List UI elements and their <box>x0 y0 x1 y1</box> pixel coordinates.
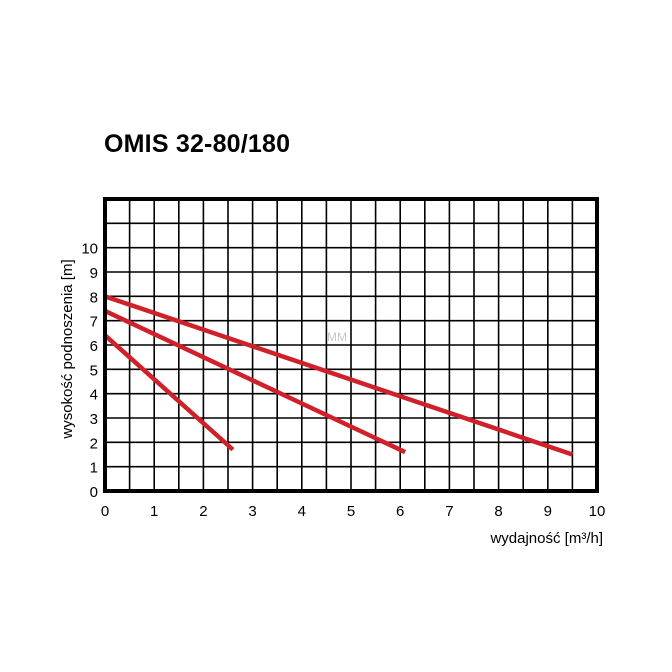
series-line-1 <box>104 294 574 457</box>
x-axis-label: wydajność [m³/h] <box>489 530 603 547</box>
x-tick-label: 2 <box>199 503 207 520</box>
x-tick-label: 0 <box>101 503 109 520</box>
x-tick-label: 6 <box>396 503 404 520</box>
series-line-3 <box>103 333 235 452</box>
plot-frame <box>103 197 599 493</box>
x-tick-label: 8 <box>494 503 502 520</box>
y-tick-label: 1 <box>90 460 98 477</box>
x-tick-label: 10 <box>589 503 606 520</box>
grid <box>105 199 597 491</box>
y-tick-label: 9 <box>90 265 98 282</box>
watermark: MM <box>327 330 347 344</box>
y-axis-label: wysokość podnoszenia [m] <box>59 259 76 439</box>
x-tick-label: 3 <box>248 503 256 520</box>
series-line-2 <box>104 308 407 455</box>
y-tick-label: 6 <box>90 338 98 355</box>
y-tick-label: 4 <box>90 387 98 404</box>
x-tick-label: 9 <box>544 503 552 520</box>
y-tick-label: 7 <box>90 314 98 331</box>
x-tick-label: 1 <box>150 503 158 520</box>
series-lines <box>103 294 574 457</box>
y-tick-label: 5 <box>90 362 98 379</box>
x-tick-label: 4 <box>298 503 306 520</box>
chart-title: OMIS 32-80/180 <box>104 130 291 158</box>
tick-labels: 0 1 2 3 4 5 6 7 8 9 10 0 1 2 3 4 5 6 7 8 9 10 <box>81 241 605 520</box>
y-tick-label: 3 <box>90 411 98 428</box>
x-tick-label: 5 <box>347 503 355 520</box>
y-tick-label: 0 <box>90 484 98 501</box>
y-tick-label: 8 <box>90 289 98 306</box>
y-tick-label: 10 <box>81 241 98 258</box>
y-tick-label: 2 <box>90 435 98 452</box>
x-tick-label: 7 <box>445 503 453 520</box>
